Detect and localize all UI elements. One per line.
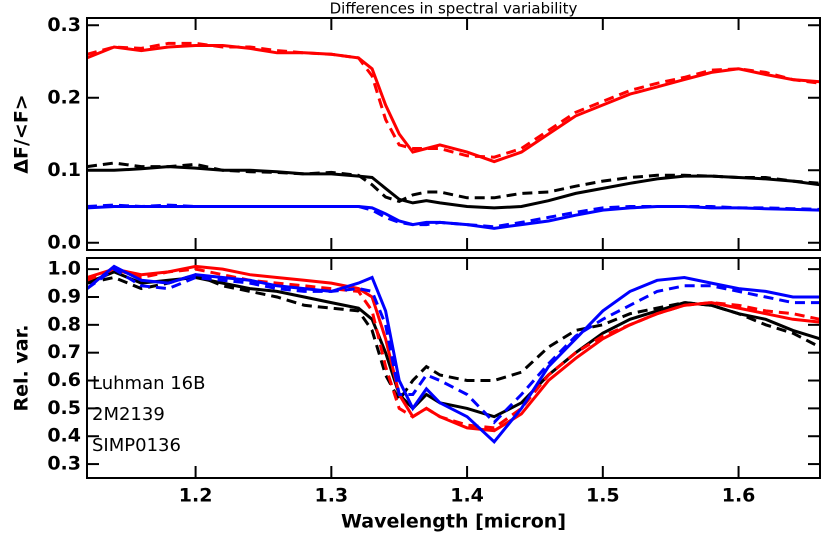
legend-entry: SIMP0136 <box>92 435 181 456</box>
plot-frame <box>86 17 821 251</box>
line-series <box>86 267 821 430</box>
y-tick-label: 0.0 <box>47 231 81 253</box>
y-tick-label: 0.7 <box>47 341 81 363</box>
x-tick-label: 1.5 <box>586 485 620 507</box>
y-tick-label: 0.6 <box>47 369 81 391</box>
y-tick-label: 0.9 <box>47 285 81 307</box>
y-tick-label: 0.1 <box>47 159 81 181</box>
line-series <box>86 161 821 204</box>
line-series <box>86 203 821 229</box>
y-tick-label: 1.0 <box>47 258 81 280</box>
y-tick-label: 0.4 <box>47 425 81 447</box>
x-axis-label: Wavelength [micron] <box>341 511 566 533</box>
line-series <box>86 270 821 419</box>
line-series <box>87 165 821 210</box>
chart-title: Differences in spectral variability <box>330 0 578 18</box>
y-tick-label: 0.2 <box>47 86 81 108</box>
line-series <box>86 41 821 159</box>
x-tick-label: 1.2 <box>179 485 213 507</box>
line-series <box>86 267 820 425</box>
x-tick-label: 1.3 <box>314 485 348 507</box>
legend-entry: Luhman 16B <box>92 373 205 394</box>
x-tick-label: 1.4 <box>450 485 484 507</box>
y-axis-label: ΔF/<F> <box>11 94 33 173</box>
line-series <box>86 273 821 403</box>
y-tick-label: 0.8 <box>47 313 81 335</box>
line-series <box>86 44 821 164</box>
x-tick-label: 1.6 <box>722 485 756 507</box>
y-tick-label: 0.3 <box>47 453 81 475</box>
y-tick-label: 0.3 <box>47 14 81 36</box>
legend-entry: 2M2139 <box>92 404 165 425</box>
line-series <box>86 205 821 230</box>
plot-frame <box>86 257 821 479</box>
y-tick-label: 0.5 <box>47 397 81 419</box>
y-axis-label: Rel. var. <box>11 325 33 412</box>
line-series <box>86 264 820 444</box>
